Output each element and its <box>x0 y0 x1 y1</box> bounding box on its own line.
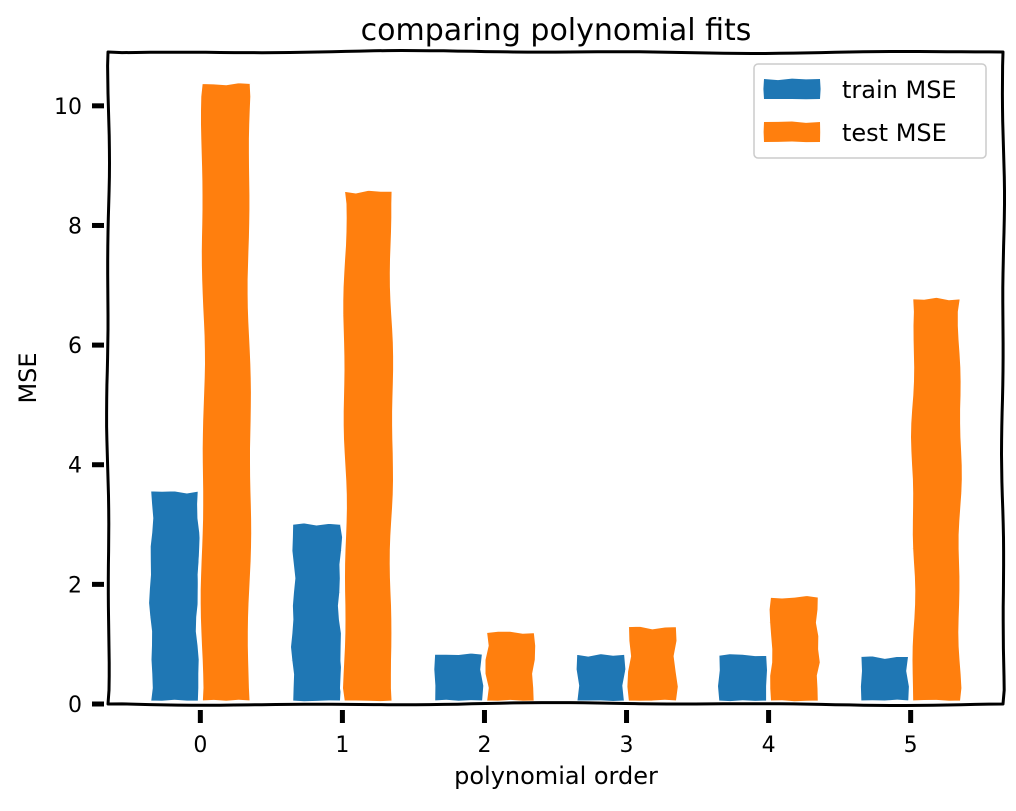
y-tick-label-4: 4 <box>68 454 82 479</box>
x-axis-label: polynomial order <box>454 762 658 790</box>
legend-swatch-train-mse <box>763 78 821 100</box>
axes-frame <box>105 49 1006 707</box>
legend-label-train-mse: train MSE <box>842 76 957 104</box>
x-tick-label-0: 0 <box>193 733 207 758</box>
bar-test-mse-4 <box>766 592 823 705</box>
legend: train MSE test MSE <box>753 63 987 159</box>
bar-test-mse-5 <box>907 294 965 704</box>
x-tick-label-2: 2 <box>477 733 491 758</box>
legend-label-test-mse: test MSE <box>842 119 947 147</box>
bar-train-mse-2 <box>431 650 487 704</box>
bar-test-mse-3 <box>624 623 681 704</box>
bar-train-mse-1 <box>287 520 346 705</box>
bar-train-mse-3 <box>573 651 629 705</box>
x-tick-label-5: 5 <box>904 733 918 758</box>
y-tick-label-10: 10 <box>54 95 82 120</box>
y-axis-label: MSE <box>14 352 42 403</box>
x-tick-label-3: 3 <box>620 733 634 758</box>
legend-swatch-test-mse <box>763 121 821 143</box>
bar-train-mse-4 <box>714 651 771 705</box>
bar-train-mse-5 <box>857 653 912 704</box>
bar-test-mse-2 <box>482 628 539 704</box>
y-tick-label-2: 2 <box>68 573 82 598</box>
y-tick-label-8: 8 <box>68 214 82 239</box>
x-tick-label-1: 1 <box>335 733 349 758</box>
bar-test-mse-0 <box>197 80 255 704</box>
x-tick-label-4: 4 <box>762 733 776 758</box>
ticks-layer: 0 2 4 6 8 10 0 1 2 3 4 5 <box>54 95 918 758</box>
bar-train-mse-0 <box>146 488 204 704</box>
y-tick-label-6: 6 <box>68 334 82 359</box>
chart-title: comparing polynomial fits <box>361 13 752 48</box>
bar-test-mse-1 <box>339 187 397 705</box>
bars-layer <box>146 80 965 705</box>
y-tick-label-0: 0 <box>68 693 82 718</box>
